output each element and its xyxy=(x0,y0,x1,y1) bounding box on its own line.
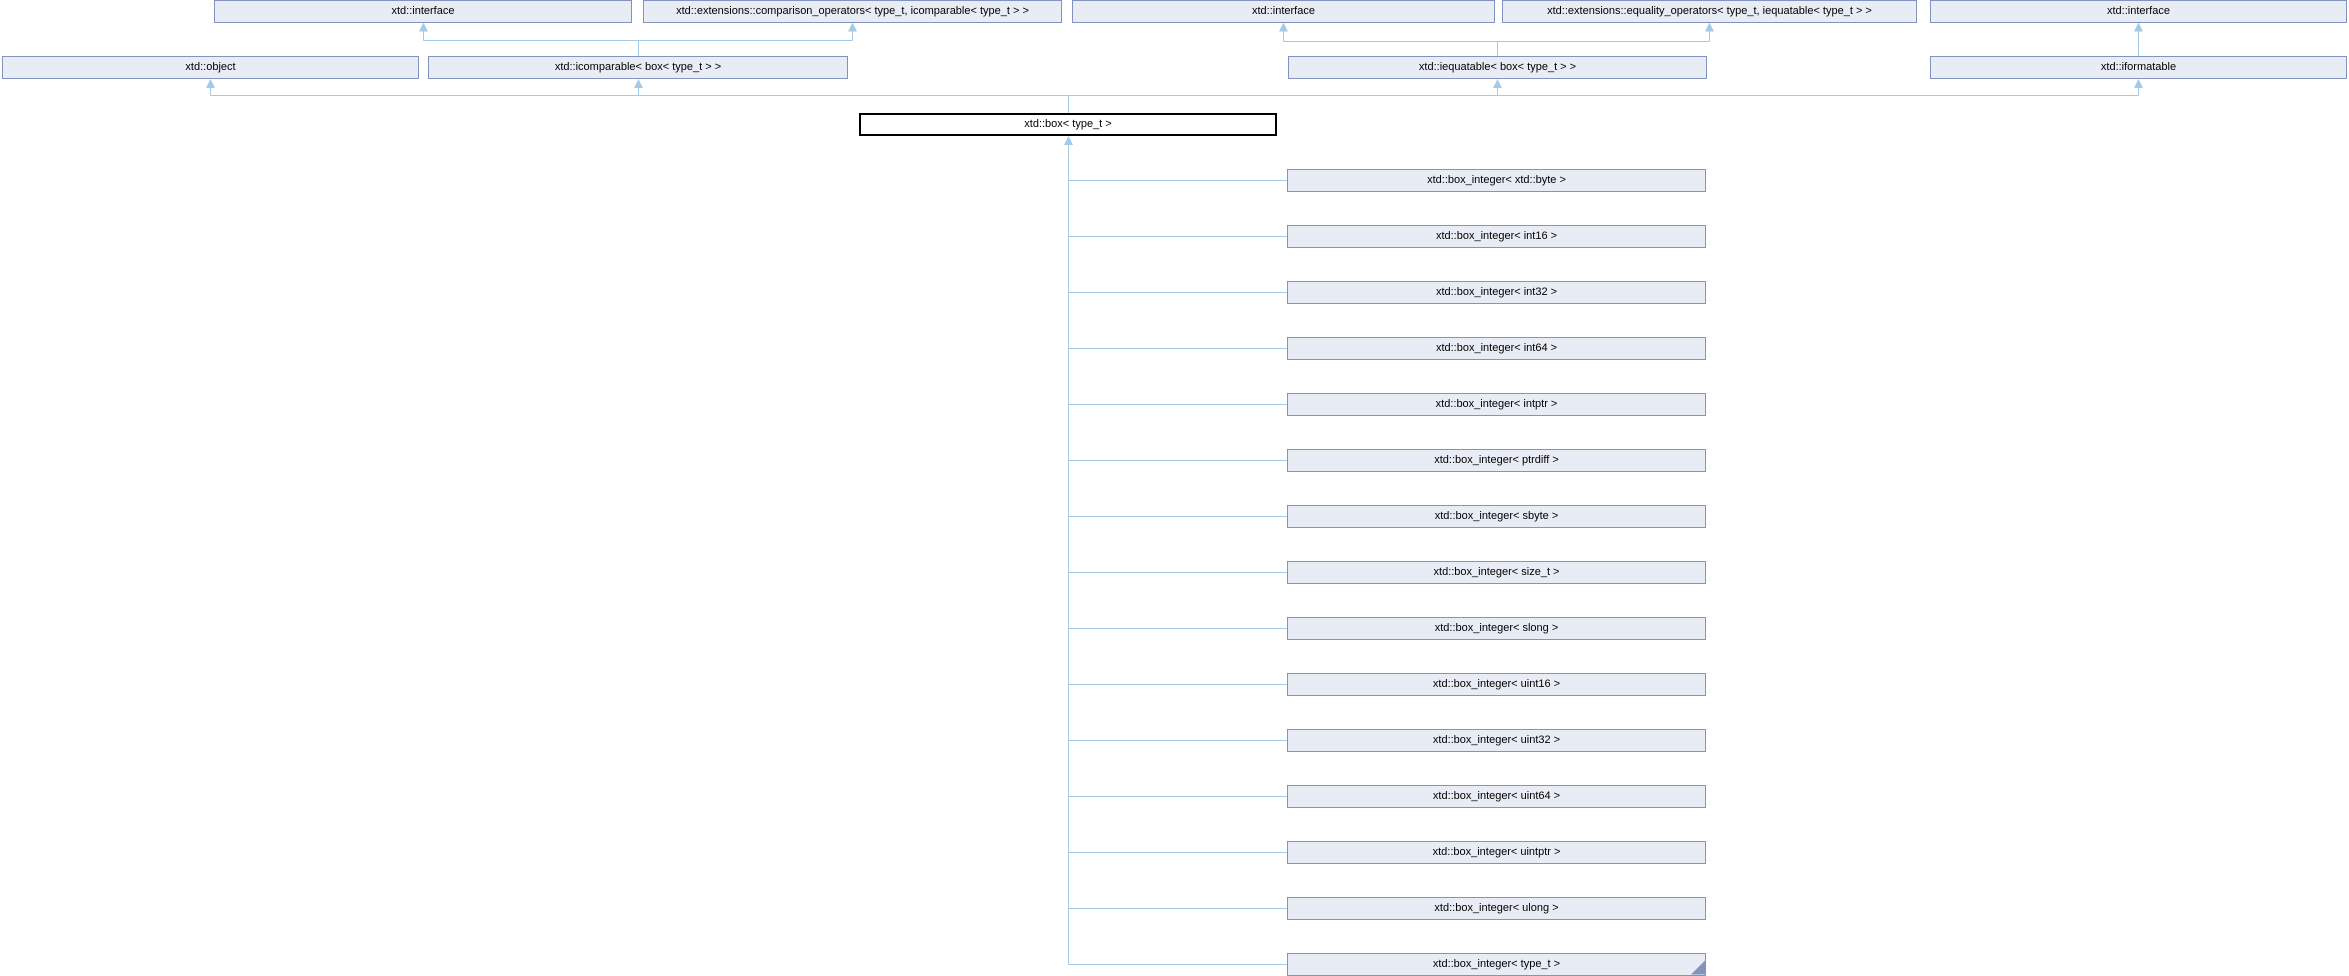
graph-node-box-integer-uint32[interactable]: xtd::box_integer< uint32 > xyxy=(1287,729,1706,752)
graph-node-box-integer-uint64[interactable]: xtd::box_integer< uint64 > xyxy=(1287,785,1706,808)
graph-node-box-integer-type-t[interactable]: xtd::box_integer< type_t > xyxy=(1287,953,1706,976)
graph-node-box-integer-slong[interactable]: xtd::box_integer< slong > xyxy=(1287,617,1706,640)
graph-node-icomparable[interactable]: xtd::icomparable< box< type_t > > xyxy=(428,56,848,79)
graph-node-box-integer-size-t[interactable]: xtd::box_integer< size_t > xyxy=(1287,561,1706,584)
graph-node-box-current: xtd::box< type_t > xyxy=(859,113,1277,136)
graph-node-interface-3[interactable]: xtd::interface xyxy=(1930,0,2347,23)
graph-node-box-integer-sbyte[interactable]: xtd::box_integer< sbyte > xyxy=(1287,505,1706,528)
graph-node-object[interactable]: xtd::object xyxy=(2,56,419,79)
graph-node-interface-1[interactable]: xtd::interface xyxy=(214,0,632,23)
graph-node-box-integer-intptr[interactable]: xtd::box_integer< intptr > xyxy=(1287,393,1706,416)
graph-node-box-integer-ptrdiff[interactable]: xtd::box_integer< ptrdiff > xyxy=(1287,449,1706,472)
edge-group-box-to-bases xyxy=(206,79,2143,113)
edge-group-iformatable-to-base xyxy=(2134,22,2143,56)
graph-node-iformatable[interactable]: xtd::iformatable xyxy=(1930,56,2347,79)
graph-node-box-integer-int64[interactable]: xtd::box_integer< int64 > xyxy=(1287,337,1706,360)
edge-group-iequatable-to-bases xyxy=(1279,22,1714,56)
graph-node-box-integer-int16[interactable]: xtd::box_integer< int16 > xyxy=(1287,225,1706,248)
edge-group-derived-to-box xyxy=(1064,136,1287,965)
graph-node-equality-operators[interactable]: xtd::extensions::equality_operators< typ… xyxy=(1502,0,1917,23)
graph-node-box-integer-byte[interactable]: xtd::box_integer< xtd::byte > xyxy=(1287,169,1706,192)
graph-node-box-integer-int32[interactable]: xtd::box_integer< int32 > xyxy=(1287,281,1706,304)
edge-group-icomparable-to-bases xyxy=(419,22,857,56)
graph-node-box-integer-uintptr[interactable]: xtd::box_integer< uintptr > xyxy=(1287,841,1706,864)
graph-node-interface-2[interactable]: xtd::interface xyxy=(1072,0,1495,23)
graph-node-box-integer-ulong[interactable]: xtd::box_integer< ulong > xyxy=(1287,897,1706,920)
graph-node-box-integer-uint16[interactable]: xtd::box_integer< uint16 > xyxy=(1287,673,1706,696)
graph-node-iequatable[interactable]: xtd::iequatable< box< type_t > > xyxy=(1288,56,1707,79)
graph-node-comparison-operators[interactable]: xtd::extensions::comparison_operators< t… xyxy=(643,0,1062,23)
